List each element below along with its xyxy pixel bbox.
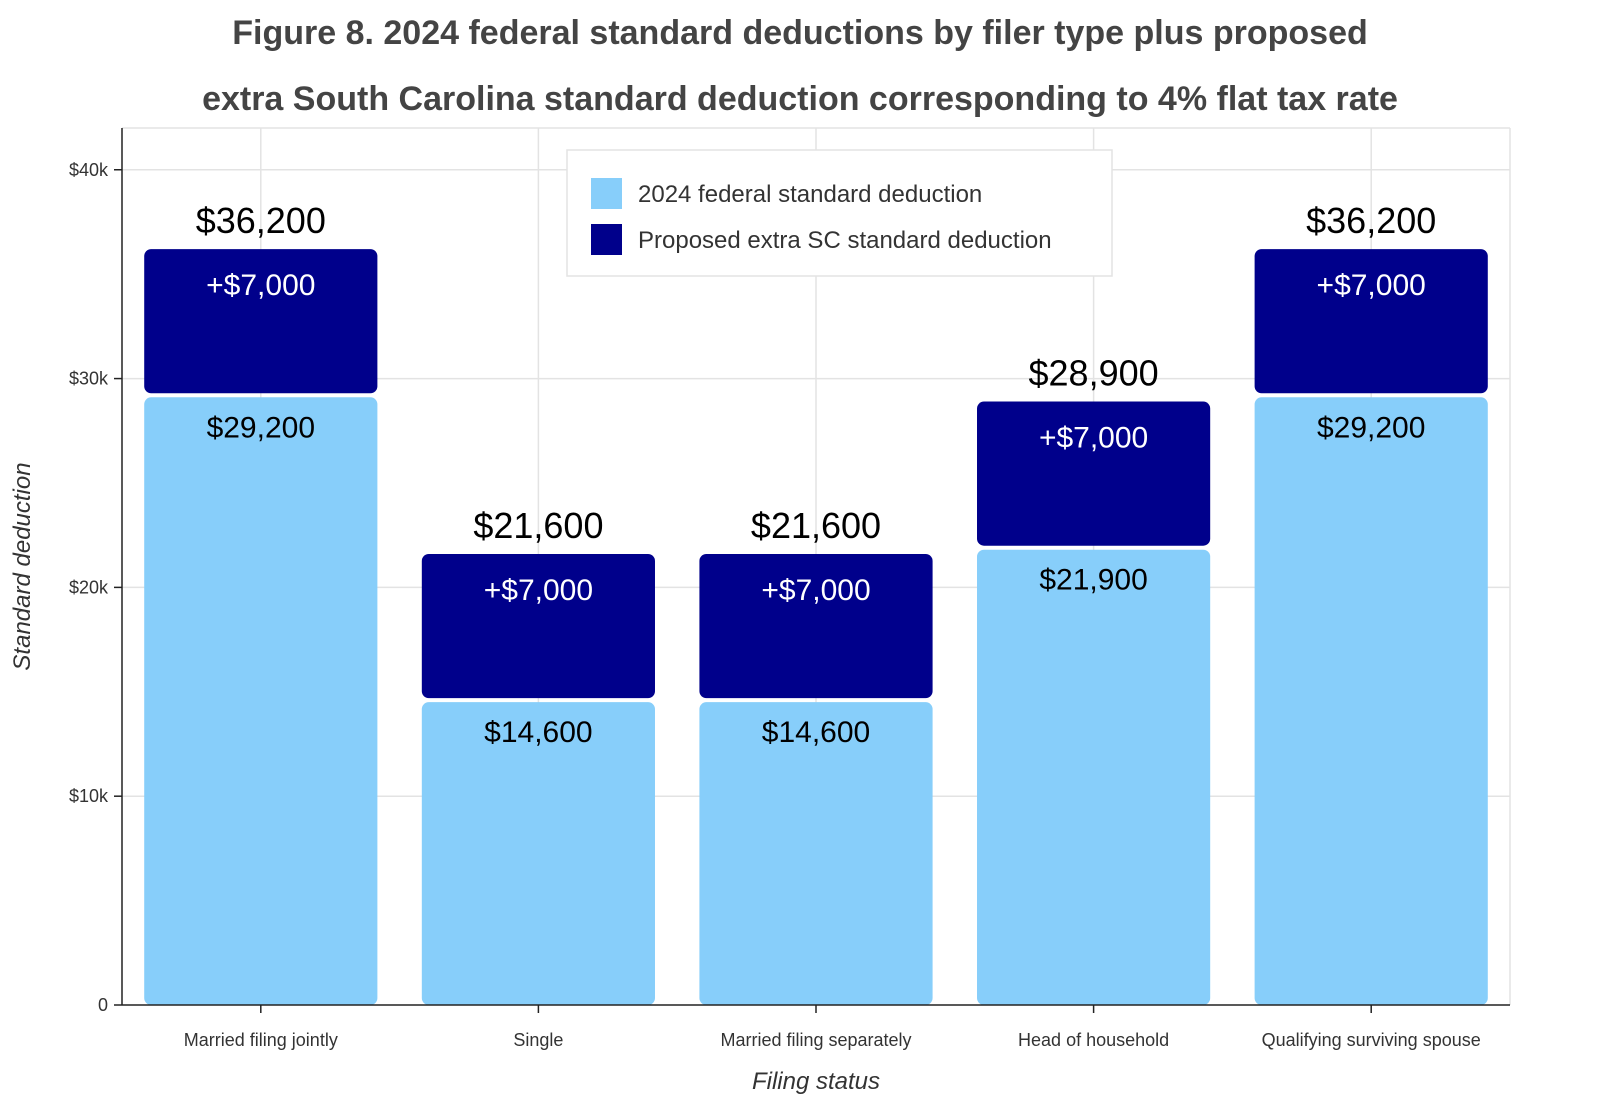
bar-federal-1	[421, 702, 655, 1005]
y-axis-title: Standard deduction	[9, 462, 36, 670]
bar-federal-3	[977, 549, 1211, 1005]
bar-sc-extra-4	[1254, 249, 1488, 394]
y-tick-label: $40k	[69, 160, 109, 180]
bar-sc-extra-0	[144, 249, 378, 394]
y-tick-label: $10k	[69, 786, 109, 806]
legend-swatch-1	[591, 224, 622, 255]
chart-title-line-2: extra South Carolina standard deduction …	[202, 80, 1398, 118]
x-tick-label: Qualifying surviving spouse	[1262, 1030, 1481, 1050]
bar-sc-extra-1	[421, 553, 655, 699]
bar-sc-extra-label: +$7,000	[1039, 422, 1148, 455]
bar-federal-label: $29,200	[207, 411, 315, 444]
bar-sc-extra-label: +$7,000	[206, 269, 315, 302]
bar-total-label: $36,200	[196, 200, 326, 241]
bar-federal-label: $21,900	[1039, 564, 1147, 597]
chart-title-line-1: Figure 8. 2024 federal standard deductio…	[232, 14, 1368, 52]
bar-federal-label: $29,200	[1317, 411, 1425, 444]
x-tick-label: Single	[513, 1030, 563, 1050]
bar-federal-label: $14,600	[484, 716, 592, 749]
x-tick-label: Married filing separately	[720, 1030, 911, 1050]
y-tick-label: $20k	[69, 577, 109, 597]
bar-federal-2	[699, 702, 933, 1005]
x-tick-label: Married filing jointly	[184, 1030, 338, 1050]
legend-swatch-0	[591, 178, 622, 209]
bar-federal-0	[144, 397, 378, 1005]
y-tick-label: 0	[98, 995, 108, 1015]
bar-total-label: $36,200	[1306, 200, 1436, 241]
bar-total-label: $21,600	[473, 505, 603, 546]
legend-box	[566, 149, 1113, 277]
y-tick-label: $30k	[69, 369, 109, 389]
x-axis-title: Filing status	[752, 1068, 880, 1095]
bar-sc-extra-label: +$7,000	[1317, 269, 1426, 302]
bar-total-label: $21,600	[751, 505, 881, 546]
bar-sc-extra-label: +$7,000	[484, 574, 593, 607]
legend-label-0: 2024 federal standard deduction	[638, 181, 982, 208]
bar-federal-label: $14,600	[762, 716, 870, 749]
x-tick-label: Head of household	[1018, 1030, 1169, 1050]
bar-total-label: $28,900	[1029, 353, 1159, 394]
bar-sc-extra-2	[699, 553, 933, 699]
bar-sc-extra-3	[977, 401, 1211, 546]
bar-federal-4	[1254, 397, 1488, 1005]
legend-label-1: Proposed extra SC standard deduction	[638, 227, 1052, 254]
bar-sc-extra-label: +$7,000	[761, 574, 870, 607]
